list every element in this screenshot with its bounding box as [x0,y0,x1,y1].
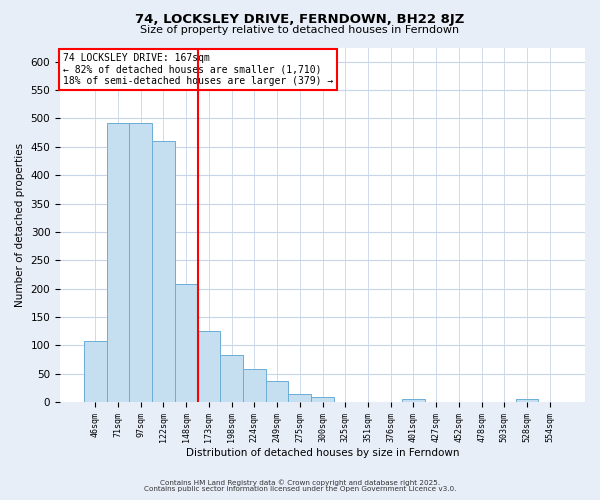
Bar [289,394,311,402]
Bar [311,396,334,402]
Bar [107,123,130,402]
Bar [266,381,289,402]
Bar [220,355,243,402]
Text: Size of property relative to detached houses in Ferndown: Size of property relative to detached ho… [140,25,460,35]
Bar [84,342,107,402]
Text: Contains HM Land Registry data © Crown copyright and database right 2025.
Contai: Contains HM Land Registry data © Crown c… [144,479,456,492]
Text: 74, LOCKSLEY DRIVE, FERNDOWN, BH22 8JZ: 74, LOCKSLEY DRIVE, FERNDOWN, BH22 8JZ [136,12,464,26]
Bar [243,370,266,402]
Bar [402,400,425,402]
Text: 74 LOCKSLEY DRIVE: 167sqm
← 82% of detached houses are smaller (1,710)
18% of se: 74 LOCKSLEY DRIVE: 167sqm ← 82% of detac… [62,53,333,86]
Bar [175,284,197,402]
X-axis label: Distribution of detached houses by size in Ferndown: Distribution of detached houses by size … [186,448,459,458]
Bar [130,123,152,402]
Bar [152,141,175,402]
Bar [515,400,538,402]
Bar [197,332,220,402]
Y-axis label: Number of detached properties: Number of detached properties [15,143,25,307]
